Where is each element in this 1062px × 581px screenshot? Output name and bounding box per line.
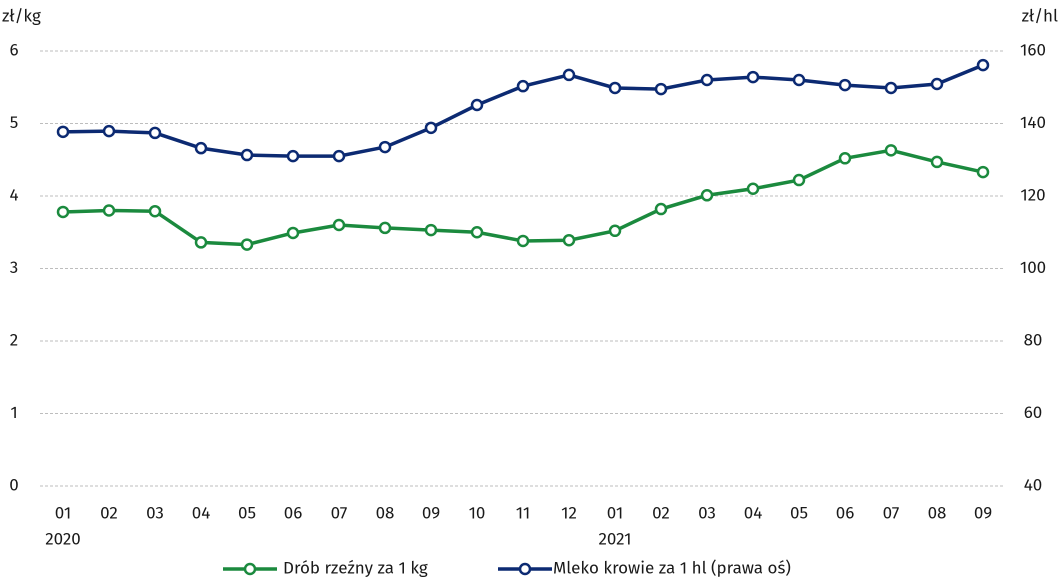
x-tick-label: 03 [698,502,716,523]
data-point [976,165,990,179]
data-point [884,81,898,95]
data-point [884,144,898,157]
data-point [56,125,70,139]
data-point [516,234,530,248]
x-tick-label: 01 [607,502,623,523]
x-tick-label: 06 [284,502,303,523]
y2-tick-label: 60 [1024,402,1043,423]
data-point [102,204,116,217]
data-point [470,226,484,239]
x-tick-label: 08 [376,502,395,523]
data-point [148,204,162,218]
data-point [286,226,300,240]
data-point [608,224,622,238]
data-point [746,70,760,84]
x-tick-label: 04 [192,502,211,523]
y-tick-label: 5 [10,112,19,133]
data-point [562,68,576,82]
x-tick-label: 09 [974,502,992,523]
x-tick-label: 07 [883,502,900,523]
data-point [976,58,990,72]
data-point [332,218,346,232]
y-tick-label: 0 [9,474,19,495]
data-point [516,79,530,93]
y2-tick-label: 160 [1020,39,1046,60]
data-point [608,81,622,95]
data-point [102,124,116,138]
y2-axis-label: zł/hl [1022,5,1058,26]
data-point [378,221,392,235]
x-tick-label: 11 [516,502,530,523]
x-tick-label: 02 [100,502,118,523]
data-point [148,126,162,140]
legend-marker [243,562,257,576]
data-point [838,152,852,165]
legend-label: Mleko krowie za 1 hl (prawa oś) [553,557,791,578]
x-tick-label: 01 [55,502,71,523]
y-tick-label: 1 [10,402,17,423]
data-point [424,223,438,237]
x-tick-label: 09 [422,502,440,523]
year-label: 2020 [45,528,81,549]
data-point [792,73,806,87]
x-tick-label: 02 [652,502,670,523]
y-tick-label: 2 [10,329,18,350]
data-point [240,238,254,251]
y-tick-label: 3 [10,257,18,278]
data-point [56,205,70,219]
y2-tick-label: 80 [1024,329,1043,350]
data-point [240,148,254,162]
x-tick-label: 05 [790,502,808,523]
data-point [424,121,438,135]
data-point [838,78,852,92]
data-point [930,155,944,169]
year-label: 2021 [598,528,631,549]
data-point [332,149,346,163]
legend-marker [518,562,532,576]
data-point [378,140,392,154]
x-tick-label: 06 [836,502,855,523]
data-point [700,189,714,202]
data-point [700,73,714,87]
data-point [792,173,806,187]
data-point [930,77,944,91]
y2-tick-label: 100 [1020,257,1046,278]
data-point [194,236,208,249]
x-tick-label: 10 [469,502,486,523]
data-point [286,149,300,163]
x-tick-label: 08 [928,502,947,523]
x-tick-label: 03 [146,502,164,523]
y2-tick-label: 40 [1024,474,1043,495]
y-tick-label: 4 [9,184,18,205]
data-point [654,202,668,216]
x-tick-label: 05 [238,502,256,523]
x-tick-label: 07 [331,502,348,523]
x-tick-label: 04 [744,502,763,523]
x-tick-label: 12 [561,502,577,523]
data-point [746,182,760,195]
data-point [470,98,484,112]
y-axis-label: zł/kg [2,5,41,26]
legend-label: Drób rzeźny za 1 kg [283,557,428,578]
y-tick-label: 6 [9,39,18,60]
y2-tick-label: 140 [1020,112,1046,133]
data-point [562,233,576,247]
data-point [654,82,668,96]
data-point [194,141,208,155]
y2-tick-label: 120 [1020,184,1045,205]
